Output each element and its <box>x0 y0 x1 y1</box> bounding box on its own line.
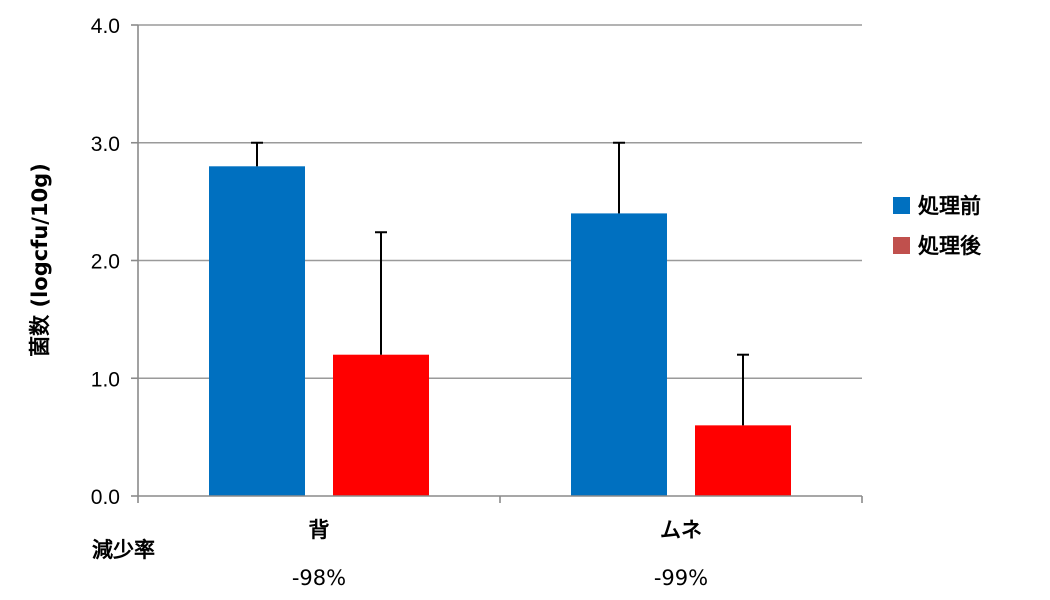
x-category-label: 背 <box>309 518 330 542</box>
y-tick-label: 3.0 <box>91 133 120 156</box>
reduction-rate-value: -99% <box>654 566 708 590</box>
category-labels: 背 ムネ <box>309 518 703 542</box>
legend-swatch <box>893 237 910 254</box>
y-tick-label: 0.0 <box>91 486 120 509</box>
reduction-rates: -98% -99% <box>292 566 708 590</box>
bar <box>333 354 429 496</box>
y-tick-label: 1.0 <box>91 368 120 391</box>
y-axis-label: 菌数 (logcfu/10g) <box>28 163 52 357</box>
bar <box>209 166 305 497</box>
reduction-rate-label: 減少率 <box>92 538 155 562</box>
legend-label: 処理後 <box>918 234 982 258</box>
x-category-label: ムネ <box>660 518 702 542</box>
reduction-rate-value: -98% <box>292 566 346 590</box>
legend-label: 処理前 <box>918 194 981 218</box>
legend-swatch <box>893 197 910 214</box>
y-tick-label: 2.0 <box>91 251 120 274</box>
bar <box>571 213 667 496</box>
y-tick-label: 4.0 <box>91 15 120 38</box>
y-tick-labels: 0.0 1.0 2.0 3.0 4.0 <box>91 15 138 509</box>
bar <box>695 425 791 496</box>
bars <box>209 166 791 497</box>
error-bars <box>251 141 749 426</box>
